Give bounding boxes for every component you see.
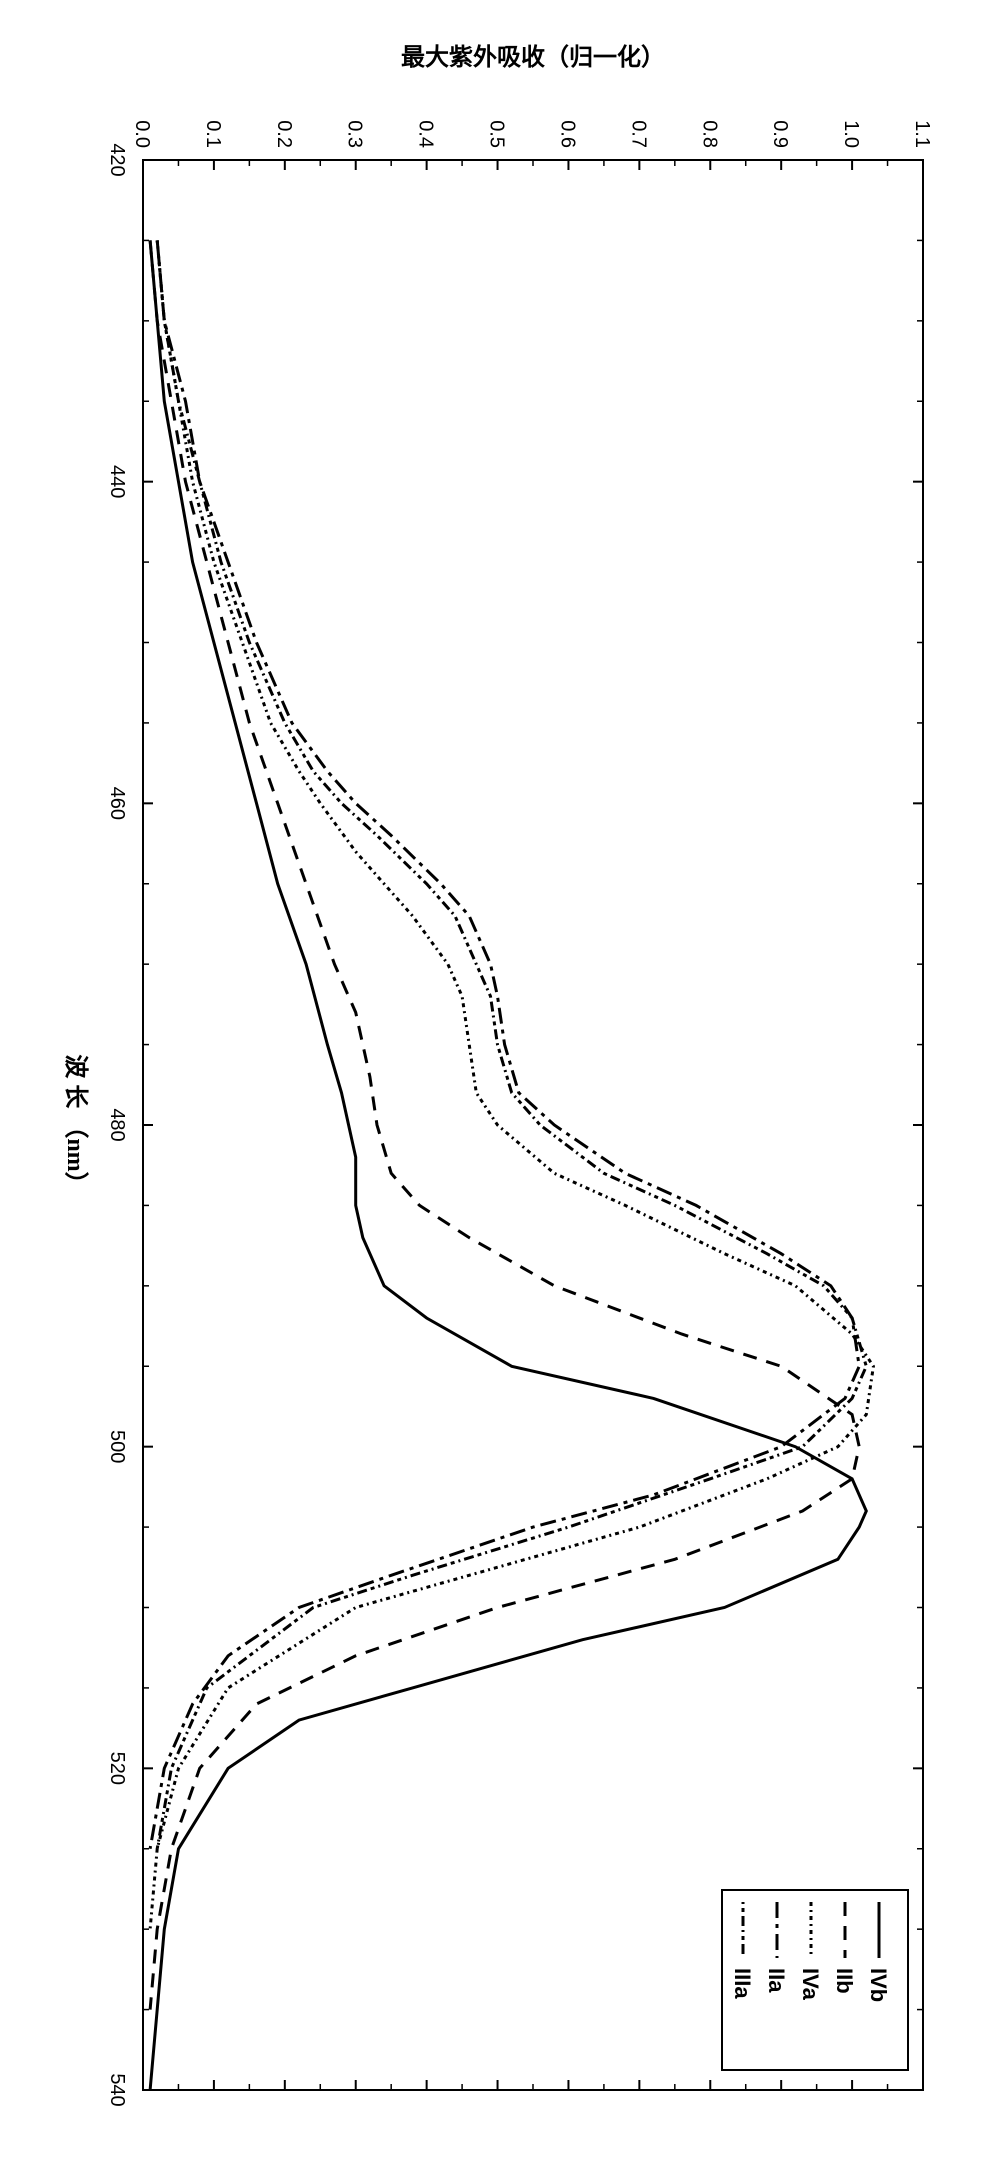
x-axis-label: 波 长 （nm） (62, 1054, 89, 1195)
x-tick-label: 500 (106, 1429, 128, 1462)
x-tick-label: 420 (106, 143, 128, 176)
y-tick-label: 0.7 (627, 120, 649, 148)
y-tick-label: 1.1 (911, 120, 933, 148)
absorption-spectrum-chart: 420 440 460 480 500 520 540 0.0 0.1 0.2 0.3 0.4 0.5 0… (33, 30, 953, 2130)
y-tick-label: 0.1 (202, 120, 224, 148)
x-tick-label: 460 (106, 786, 128, 819)
y-tick-label: 0.8 (698, 120, 720, 148)
series-IVb (150, 240, 866, 2090)
y-tick-label: 0.3 (344, 120, 366, 148)
y-tick-label: 0.5 (486, 120, 508, 148)
legend-label-IIa: IIa (764, 1968, 789, 1993)
x-tick-label: 540 (106, 2073, 128, 2106)
series-IIIa (157, 240, 866, 1848)
chart-container: 420 440 460 480 500 520 540 0.0 0.1 0.2 0.3 0.4 0.5 0… (33, 30, 953, 2130)
y-tick-label: 0.2 (273, 120, 295, 148)
x-tick-label: 520 (106, 1751, 128, 1784)
plot-frame (143, 160, 923, 2090)
y-tick-label: 0.0 (131, 120, 153, 148)
legend-label-IIIa: IIIa (730, 1968, 755, 1999)
x-tick-label: 480 (106, 1108, 128, 1141)
legend-label-IVa: IVa (798, 1968, 823, 2001)
y-tick-label: 0.6 (556, 120, 578, 148)
y-tick-label: 1.0 (840, 120, 862, 148)
legend-label-IIb: IIb (832, 1968, 857, 1994)
y-axis-label: 最大紫外吸收（归一化） (401, 43, 665, 71)
x-tick-label: 440 (106, 464, 128, 497)
series-IVa (150, 240, 873, 1929)
y-tick-label: 0.4 (415, 120, 437, 148)
y-tick-label: 0.9 (769, 120, 791, 148)
legend-label-IVb: IVb (866, 1968, 891, 2002)
series-IIb (150, 240, 859, 2009)
